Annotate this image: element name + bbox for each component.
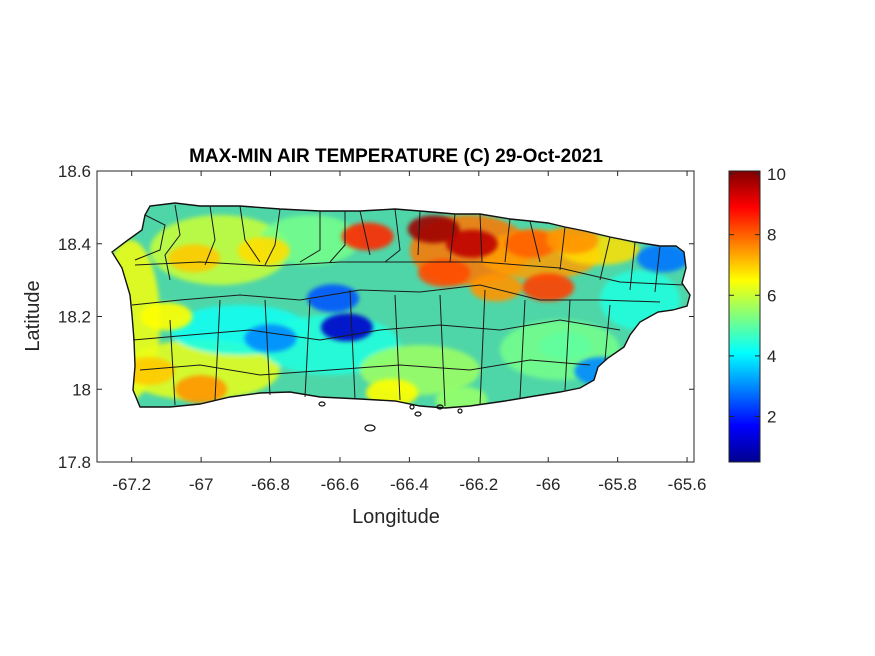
y-axis-ticks: 17.8 18 18.2 18.4 18.6 — [58, 162, 694, 472]
municipal-boundary — [204, 205, 216, 266]
temperature-hotspot — [168, 244, 221, 273]
municipal-boundary — [264, 299, 271, 396]
municipal-boundary — [384, 208, 401, 263]
y-axis-label: Latitude — [22, 280, 44, 351]
y-tick-label: 18.6 — [58, 162, 91, 181]
temperature-hotspot — [123, 357, 176, 386]
municipal-boundary — [134, 214, 166, 261]
temperature-hotspot — [546, 226, 599, 255]
municipal-boundary — [359, 210, 371, 256]
temperature-hotspot — [539, 331, 592, 360]
x-tick-label: -66.4 — [390, 475, 429, 494]
municipal-boundary — [304, 299, 311, 398]
coastline — [111, 202, 691, 409]
y-tick-label: 18 — [72, 380, 91, 399]
municipal-boundary — [214, 299, 221, 401]
municipal-boundary — [299, 211, 321, 263]
colorbar-tick-label: 2 — [767, 408, 776, 427]
x-tick-label: -66.8 — [251, 475, 290, 494]
colorbar-tick-label: 4 — [767, 347, 776, 366]
islet — [409, 404, 415, 410]
temperature-hotspot — [341, 222, 394, 251]
temperature-hotspot — [407, 215, 460, 244]
x-axis-ticks: -67.2 -67 -66.8 -66.6 -66.4 -66.2 -66 -65.8 -65.… — [112, 171, 706, 494]
temperature-hotspot — [636, 244, 689, 273]
colorbar-ticks: 2 4 6 8 10 — [729, 165, 786, 427]
municipal-boundary — [654, 245, 661, 293]
municipal-boundary — [169, 319, 176, 406]
colorbar — [728, 170, 761, 463]
islet — [457, 408, 463, 414]
temperature-hotspot — [237, 237, 290, 265]
municipal-boundary — [164, 204, 181, 281]
municipal-boundary — [264, 208, 281, 266]
municipal-boundary — [139, 359, 591, 376]
temperature-hotspot — [504, 229, 557, 258]
y-tick-label: 17.8 — [58, 453, 91, 472]
temperature-hotspot — [175, 375, 228, 404]
temperature-hotspot — [140, 302, 193, 331]
x-tick-label: -65.8 — [598, 475, 637, 494]
x-tick-label: -67 — [189, 475, 214, 494]
municipal-boundary — [504, 218, 511, 263]
municipal-boundary — [604, 304, 611, 361]
colorbar-tick-label: 6 — [767, 286, 776, 305]
temperature-hotspot — [522, 273, 575, 302]
colorbar-tick-label: 8 — [767, 226, 776, 245]
temperature-hotspot — [307, 284, 359, 313]
islet — [414, 411, 422, 417]
municipal-boundary — [239, 205, 261, 263]
islet — [318, 401, 326, 407]
municipal-boundary — [629, 241, 636, 291]
temperature-hotspot — [470, 273, 523, 302]
municipal-boundary — [329, 211, 346, 263]
x-axis-label: Longitude — [352, 506, 440, 528]
chart-title: MAX-MIN AIR TEMPERATURE (C) 29-Oct-2021 — [189, 146, 603, 167]
temperature-hotspot — [244, 324, 297, 353]
municipal-boundary — [559, 226, 566, 271]
municipal-boundary — [132, 319, 621, 341]
x-tick-label: -66.2 — [459, 475, 498, 494]
y-tick-label: 18.2 — [58, 308, 91, 327]
municipal-boundary — [394, 294, 401, 401]
municipal-boundaries — [131, 204, 685, 407]
islet — [364, 424, 376, 432]
municipal-boundary — [519, 299, 526, 399]
x-tick-label: -65.6 — [668, 475, 707, 494]
municipal-boundary — [349, 289, 356, 400]
temperature-hotspot — [418, 258, 471, 287]
municipal-boundary — [599, 236, 611, 281]
heatmap-land — [112, 203, 690, 408]
temperature-hotspot — [320, 313, 373, 342]
municipal-boundary — [449, 213, 456, 263]
x-tick-label: -66.6 — [321, 475, 360, 494]
islets — [318, 401, 463, 432]
municipal-boundary — [134, 261, 685, 286]
x-tick-label: -66 — [536, 475, 561, 494]
temperature-hotspot — [445, 229, 498, 258]
municipal-boundary — [564, 299, 571, 391]
y-tick-label: 18.4 — [58, 235, 91, 254]
municipal-boundary — [417, 210, 421, 256]
municipal-boundary — [479, 213, 483, 263]
municipal-boundary — [439, 294, 446, 407]
municipal-boundary — [529, 220, 541, 263]
x-tick-label: -67.2 — [112, 475, 151, 494]
municipal-boundary — [479, 289, 486, 406]
colorbar-tick-label: 10 — [767, 165, 786, 184]
islet — [436, 404, 444, 410]
